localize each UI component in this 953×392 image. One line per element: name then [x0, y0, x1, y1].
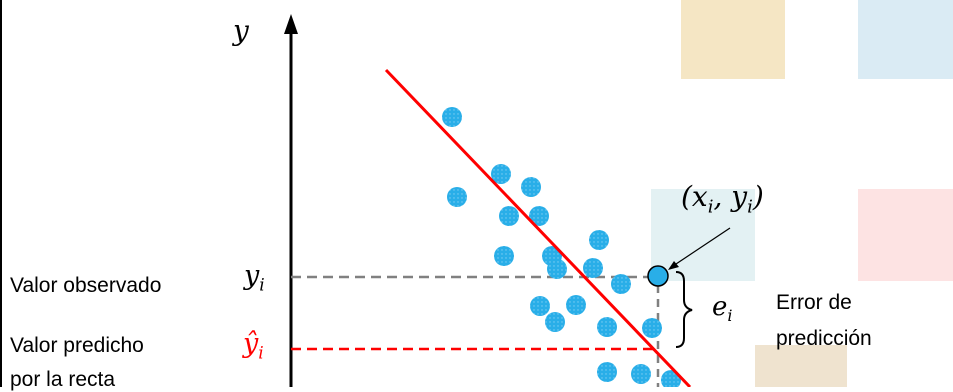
data-point: [566, 295, 586, 315]
predicted-text-label-cont: por la recta: [10, 368, 116, 391]
highlighted-point: [647, 265, 669, 287]
frame-left-border: [0, 0, 2, 387]
data-point: [589, 230, 609, 250]
y-axis-arrow: [284, 14, 298, 34]
error-text-line1: Error de: [776, 291, 852, 314]
point-coordinate-label: (xi, yi): [681, 180, 764, 218]
data-point: [447, 187, 467, 207]
data-point: [597, 317, 617, 337]
bg-tile-pink: [858, 189, 953, 281]
data-point: [494, 246, 514, 266]
error-text-line2: predicción: [776, 327, 872, 350]
data-point: [631, 364, 651, 384]
data-point: [491, 164, 511, 184]
bg-tile-tan: [681, 0, 785, 79]
observed-text-label: Valor observado: [10, 274, 162, 297]
data-point: [521, 177, 541, 197]
point-pointer-arrowhead: [668, 261, 679, 270]
data-point: [583, 258, 603, 278]
data-point: [597, 362, 617, 382]
data-points: [442, 107, 681, 387]
data-point: [611, 274, 631, 294]
error-symbol-label: ei: [712, 292, 733, 326]
y-axis-label: y: [233, 14, 249, 47]
bg-tile-beige: [755, 345, 847, 387]
error-brace: [675, 271, 693, 348]
observed-value-label: yi: [244, 260, 265, 296]
regression-line: [384, 68, 692, 387]
predicted-text-label: Valor predicho: [10, 334, 144, 357]
data-point: [547, 259, 567, 279]
data-point: [529, 206, 549, 226]
data-point: [530, 296, 550, 316]
bg-tile-aqua: [651, 189, 755, 281]
data-point: [442, 107, 462, 127]
data-point: [499, 206, 519, 226]
point-pointer-line: [669, 227, 731, 269]
bg-tile-blue: [858, 0, 953, 79]
predicted-value-label: ŷi: [243, 328, 264, 364]
data-point: [642, 318, 662, 338]
data-point: [545, 312, 565, 332]
